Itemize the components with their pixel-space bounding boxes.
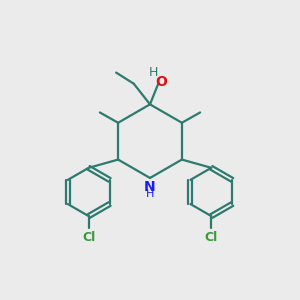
Text: O: O [155, 75, 167, 89]
Text: N: N [144, 180, 156, 194]
Text: H: H [148, 66, 158, 80]
Text: Cl: Cl [82, 231, 95, 244]
Text: Cl: Cl [205, 231, 218, 244]
Text: H: H [146, 189, 154, 199]
